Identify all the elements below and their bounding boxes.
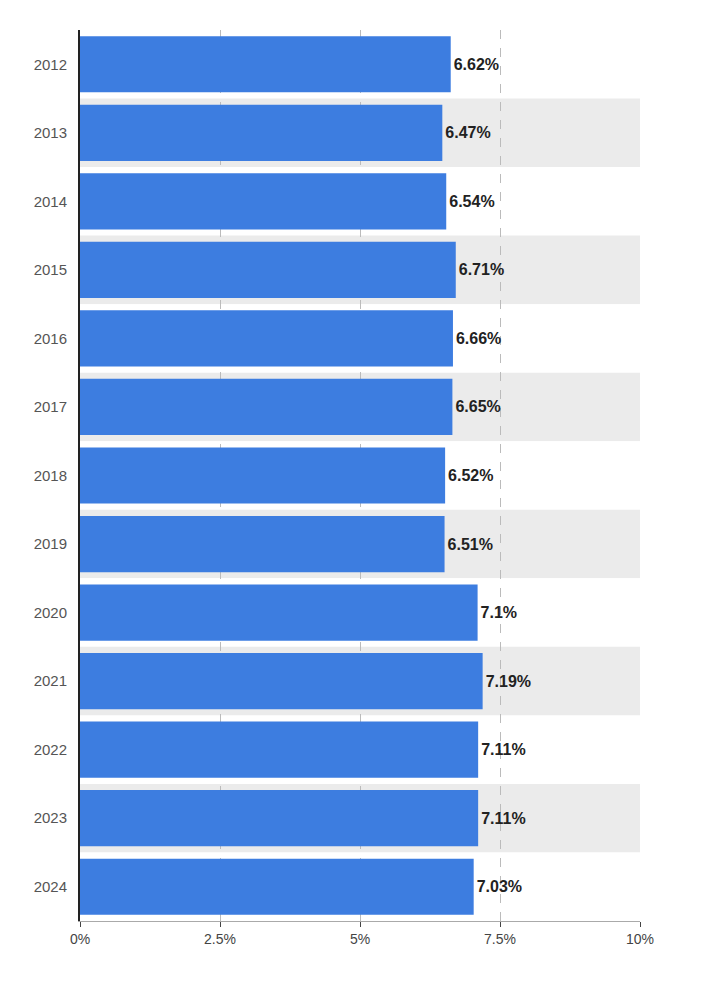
svg-text:6.62%: 6.62%	[454, 56, 499, 73]
svg-text:6.51%: 6.51%	[448, 536, 493, 553]
svg-text:2016: 2016	[34, 330, 67, 347]
svg-text:2021: 2021	[34, 672, 67, 689]
svg-text:2024: 2024	[34, 878, 67, 895]
svg-text:7.19%: 7.19%	[486, 673, 531, 690]
svg-text:7.11%: 7.11%	[481, 810, 525, 827]
svg-text:6.71%: 6.71%	[459, 261, 504, 278]
svg-text:7.11%: 7.11%	[481, 741, 525, 758]
svg-text:2017: 2017	[34, 398, 67, 415]
svg-text:2022: 2022	[34, 741, 67, 758]
svg-text:2013: 2013	[34, 124, 67, 141]
svg-text:2019: 2019	[34, 535, 67, 552]
svg-text:5%: 5%	[350, 931, 370, 947]
svg-text:0%: 0%	[70, 931, 90, 947]
svg-text:6.66%: 6.66%	[456, 330, 501, 347]
svg-text:6.47%: 6.47%	[445, 124, 490, 141]
svg-text:6.65%: 6.65%	[455, 398, 500, 415]
svg-text:6.52%: 6.52%	[448, 467, 493, 484]
svg-text:6.54%: 6.54%	[449, 193, 494, 210]
svg-text:7.5%: 7.5%	[484, 931, 516, 947]
svg-text:2015: 2015	[34, 261, 67, 278]
svg-text:7.1%: 7.1%	[481, 604, 517, 621]
svg-text:2.5%: 2.5%	[204, 931, 236, 947]
svg-text:7.03%: 7.03%	[477, 878, 522, 895]
svg-text:2020: 2020	[34, 604, 67, 621]
svg-text:2018: 2018	[34, 467, 67, 484]
svg-text:2014: 2014	[34, 193, 67, 210]
svg-text:2012: 2012	[34, 56, 67, 73]
svg-text:10%: 10%	[626, 931, 654, 947]
svg-text:2023: 2023	[34, 809, 67, 826]
